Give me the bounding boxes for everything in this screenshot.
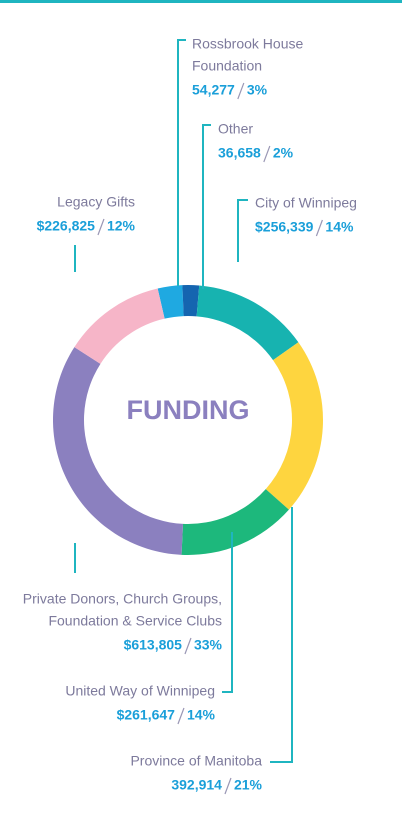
value-label: $256,339 xyxy=(255,219,314,235)
separator xyxy=(263,145,271,163)
segment-label: Province of Manitoba xyxy=(130,753,262,769)
segment-label: Foundation & Service Clubs xyxy=(48,613,222,629)
segment-label: United Way of Winnipeg xyxy=(65,683,215,699)
percent-label: 33% xyxy=(194,637,223,653)
percent-label: 2% xyxy=(273,145,294,161)
leader-line xyxy=(177,39,186,286)
value-label: $613,805 xyxy=(124,637,183,653)
donut-segment xyxy=(52,347,184,555)
separator xyxy=(237,82,245,100)
segment-label: Legacy Gifts xyxy=(57,194,135,210)
leader-line xyxy=(202,124,211,289)
segment-label: City of Winnipeg xyxy=(255,195,357,211)
donut-segment xyxy=(196,285,299,361)
donut-segment xyxy=(74,288,165,364)
leader-line xyxy=(237,199,248,262)
percent-label: 14% xyxy=(187,707,216,723)
percent-label: 14% xyxy=(325,219,354,235)
donut-segment xyxy=(181,489,289,555)
segment-label: Private Donors, Church Groups, xyxy=(23,591,222,607)
separator xyxy=(97,218,105,236)
segment-label: Other xyxy=(218,121,253,137)
separator xyxy=(315,219,323,237)
percent-label: 21% xyxy=(234,777,263,793)
donut-segment xyxy=(182,285,200,317)
percent-label: 12% xyxy=(107,218,136,234)
donut-segment xyxy=(265,342,323,510)
segment-label: Foundation xyxy=(192,58,262,74)
segment-label: Rossbrook House xyxy=(192,36,303,52)
separator xyxy=(184,637,192,655)
leader-line xyxy=(270,507,293,763)
top-stripe xyxy=(0,0,402,3)
separator xyxy=(177,707,185,725)
separator xyxy=(224,777,232,795)
leader-line xyxy=(222,532,233,693)
value-label: 36,658 xyxy=(218,145,261,161)
chart-title: FUNDING xyxy=(127,395,250,425)
value-label: $261,647 xyxy=(117,707,176,723)
value-label: 392,914 xyxy=(171,777,222,793)
percent-label: 3% xyxy=(247,82,268,98)
value-label: 54,277 xyxy=(192,82,235,98)
value-label: $226,825 xyxy=(37,218,96,234)
donut-segment xyxy=(157,285,184,319)
